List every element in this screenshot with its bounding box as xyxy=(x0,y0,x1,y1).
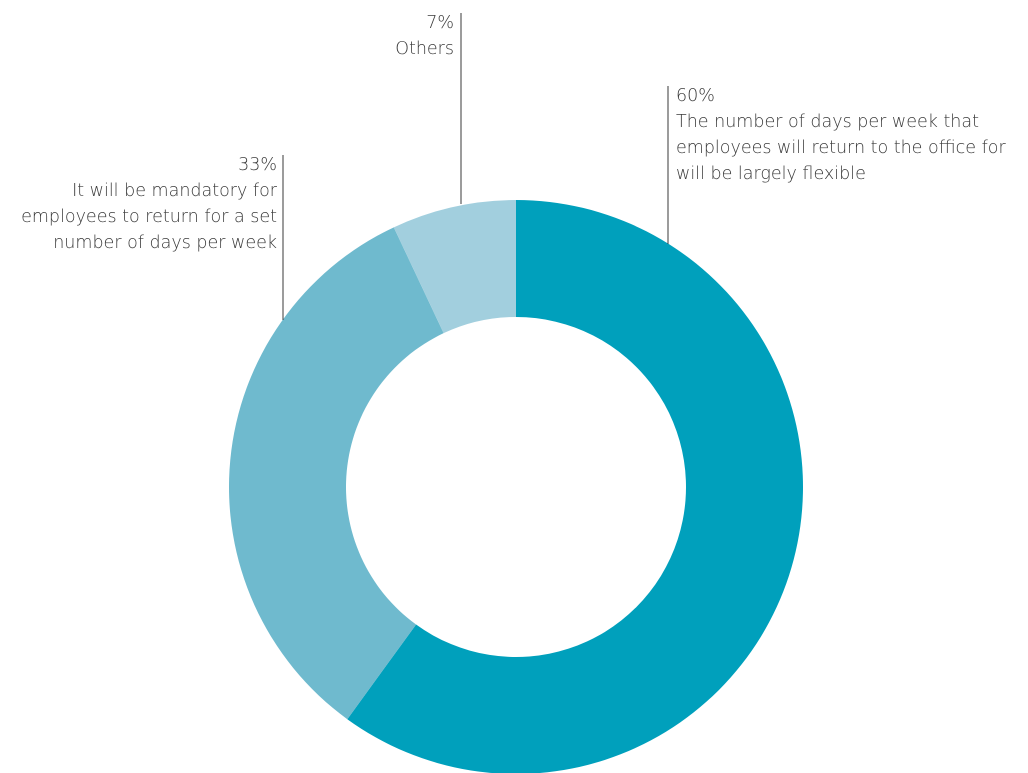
donut-slice-3 xyxy=(393,200,516,334)
slice-label-line: number of days per week xyxy=(53,233,277,253)
slice-label-line: employees to return for a set xyxy=(21,207,277,227)
slices-group xyxy=(228,200,803,773)
slice-label-3: 7% Others xyxy=(395,13,454,59)
slice-value-label: 60% xyxy=(676,86,715,106)
slice-value-label: 33% xyxy=(238,155,277,175)
slice-value-label: 7% xyxy=(426,13,454,33)
slice-label-line: will be largely flexible xyxy=(676,164,866,184)
callouts-group: 60% The number of days per week that emplo… xyxy=(21,13,1006,320)
slice-label-line: The number of days per week that xyxy=(676,112,979,132)
slice-label-1: 60% The number of days per week that emplo… xyxy=(676,86,1006,184)
slice-label-line: It will be mandatory for xyxy=(72,181,278,201)
donut-slice-1 xyxy=(347,200,803,773)
donut-slice-2 xyxy=(228,227,444,720)
slice-label-line: employees will return to the office for xyxy=(676,138,1006,158)
slice-label-2: 33% It will be mandatory for employees to … xyxy=(21,155,278,253)
slice-label-line: Others xyxy=(395,39,454,59)
